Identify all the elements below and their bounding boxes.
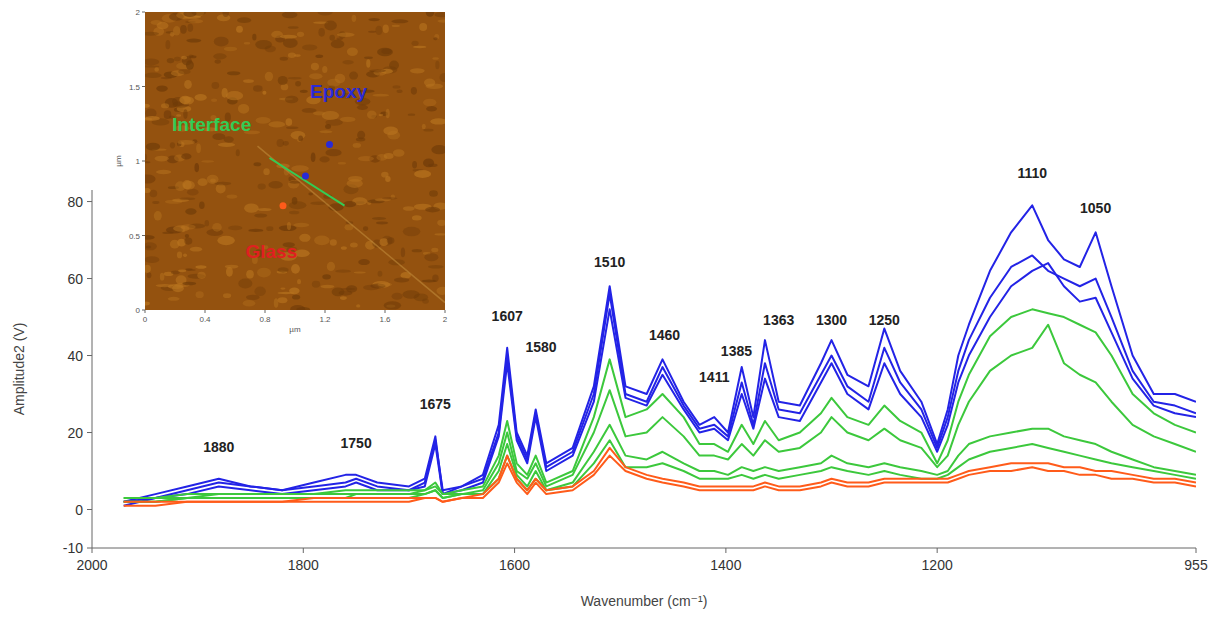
x-tick xyxy=(1196,548,1197,553)
peak-label: 1580 xyxy=(525,339,556,355)
chart: -1002040608020001800160014001200955Waven… xyxy=(0,0,1222,620)
inset-probe-point xyxy=(280,202,287,209)
inset-y-tick-label: 0.5 xyxy=(129,232,141,241)
inset-x-tick xyxy=(385,310,386,313)
x-tick-label: 2000 xyxy=(76,557,107,573)
inset-y-tick xyxy=(142,310,145,311)
inset-y-tick xyxy=(142,86,145,87)
inset-region-label: Glass xyxy=(246,241,298,262)
spectrum-line xyxy=(124,448,1196,502)
inset-x-tick-label: 0.8 xyxy=(259,315,271,324)
inset-y-tick xyxy=(142,235,145,236)
x-tick-label: 1800 xyxy=(288,557,319,573)
y-axis-title: Amplitude2 (V) xyxy=(11,323,27,416)
spectrum-line xyxy=(124,440,1196,502)
y-tick-label: 0 xyxy=(75,502,83,518)
y-tick-label: 80 xyxy=(67,194,83,210)
y-axis xyxy=(92,190,93,548)
inset-probe-point xyxy=(302,172,309,179)
spectrum-line xyxy=(124,456,1196,506)
y-tick-label: -10 xyxy=(63,540,83,556)
series-group xyxy=(124,205,1196,505)
x-tick-label: 955 xyxy=(1184,557,1208,573)
inset-x-tick-label: 2 xyxy=(443,315,448,324)
peak-label: 1880 xyxy=(203,439,234,455)
inset-x-tick xyxy=(265,310,266,313)
y-tick xyxy=(87,355,92,356)
inset-y-tick-label: 0 xyxy=(136,306,141,315)
x-tick-label: 1400 xyxy=(710,557,741,573)
inset-y-tick-label: 2 xyxy=(136,8,141,17)
peak-label: 1607 xyxy=(492,308,523,324)
y-tick-label: 40 xyxy=(67,348,83,364)
peak-label: 1300 xyxy=(816,312,847,328)
inset-y-tick xyxy=(142,161,145,162)
inset-y-tick xyxy=(142,12,145,13)
spectrum-line xyxy=(124,325,1196,498)
peak-label: 1750 xyxy=(341,435,372,451)
peak-label: 1250 xyxy=(869,312,900,328)
inset-region-label: Interface xyxy=(172,114,251,135)
x-tick xyxy=(937,548,938,553)
inset-x-tick-label: 1.2 xyxy=(319,315,331,324)
y-tick xyxy=(87,278,92,279)
inset-x-tick xyxy=(445,310,446,313)
afm-image xyxy=(145,12,445,310)
inset-x-tick-label: 0.4 xyxy=(199,315,211,324)
peak-label: 1385 xyxy=(721,343,752,359)
inset-y-tick-label: 1 xyxy=(136,157,141,166)
spectrum-line xyxy=(124,263,1196,506)
inset-x-tick xyxy=(205,310,206,313)
inset-x-tick-label: 1.6 xyxy=(379,315,391,324)
inset-x-tick-label: 0 xyxy=(143,315,148,324)
y-tick xyxy=(87,548,92,549)
x-tick xyxy=(514,548,515,553)
y-tick xyxy=(87,201,92,202)
x-tick-label: 1600 xyxy=(499,557,530,573)
peak-label: 1411 xyxy=(699,369,730,385)
y-tick xyxy=(87,432,92,433)
peak-label: 1675 xyxy=(420,396,451,412)
x-axis-title: Wavenumber (cm⁻¹) xyxy=(581,593,708,609)
inset-region-label: Epoxy xyxy=(310,81,367,102)
peak-label: 1460 xyxy=(649,327,680,343)
inset-probe-point xyxy=(326,141,333,148)
spectrum-line xyxy=(124,425,1196,502)
peak-label: 1050 xyxy=(1080,200,1111,216)
inset-x-tick xyxy=(325,310,326,313)
x-tick xyxy=(303,548,304,553)
spectrum-line xyxy=(124,309,1196,498)
afm-inset: 0 0.4 0.8 1.2 1.6 2 0 0.5 1 1.5 2 µm µm Epoxy Interfac… xyxy=(114,8,450,334)
inset-y-tick-label: 1.5 xyxy=(129,83,141,92)
peak-label: 1363 xyxy=(763,312,794,328)
y-tick xyxy=(87,509,92,510)
afm-texture xyxy=(145,12,445,310)
y-tick-label: 20 xyxy=(67,425,83,441)
inset-y-title: µm xyxy=(114,155,123,167)
x-tick-label: 1200 xyxy=(922,557,953,573)
x-tick xyxy=(92,548,93,553)
x-tick xyxy=(725,548,726,553)
inset-interface-line xyxy=(270,158,345,206)
y-tick-label: 60 xyxy=(67,271,83,287)
spectrum-line xyxy=(124,205,1196,501)
x-axis xyxy=(92,548,1196,549)
peak-label: 1510 xyxy=(594,254,625,270)
peak-label: 1110 xyxy=(1017,165,1047,181)
inset-x-title: µm xyxy=(289,325,301,334)
